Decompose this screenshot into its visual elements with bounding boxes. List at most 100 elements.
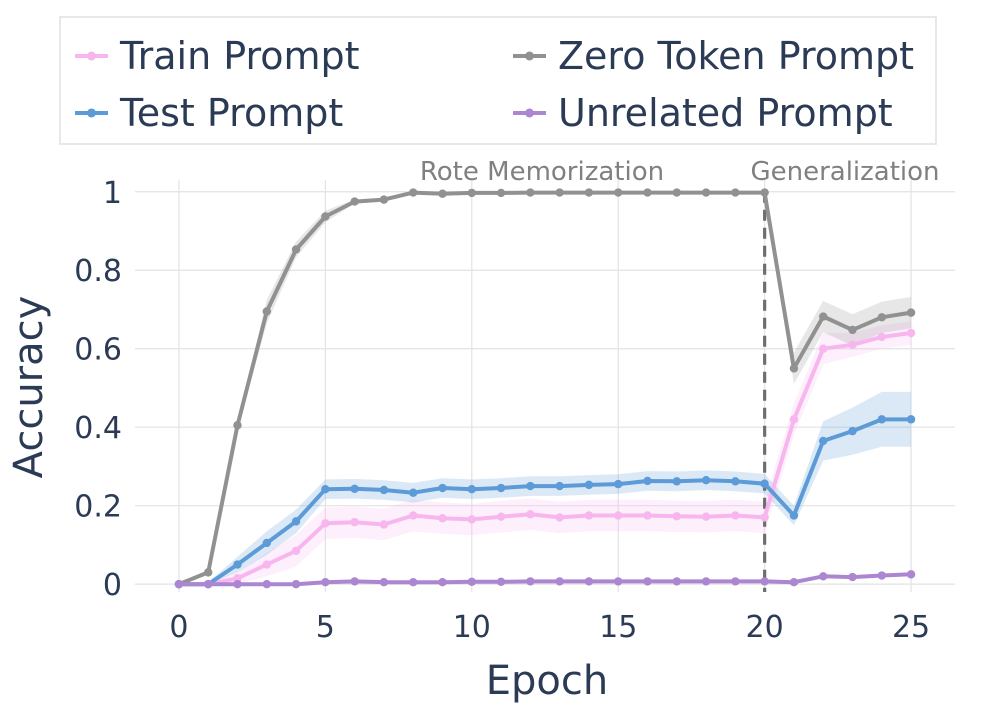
unrelated-prompt-point — [672, 577, 681, 586]
unrelated-prompt-point — [731, 577, 740, 586]
unrelated-prompt-point — [496, 577, 506, 586]
test-prompt-point — [906, 415, 916, 424]
x-tick-label: 10 — [453, 610, 491, 645]
test-prompt-line — [176, 417, 914, 587]
zero-token-prompt-point — [701, 188, 711, 197]
train-prompt-point — [409, 511, 418, 520]
test-prompt-point — [643, 476, 652, 486]
test-prompt-point — [321, 484, 330, 494]
unrelated-prompt-point — [204, 579, 213, 589]
test-prompt-point — [233, 560, 242, 569]
zero-token-prompt-point — [877, 313, 886, 322]
train-prompt-point — [262, 560, 271, 569]
train-prompt-point — [379, 520, 389, 529]
legend-label-test-prompt: Test Prompt — [119, 91, 343, 135]
x-tick-label: 5 — [316, 610, 335, 645]
unrelated-prompt-point — [262, 579, 271, 589]
zero-token-prompt-point — [848, 325, 857, 335]
zero-token-prompt-point — [291, 245, 301, 254]
test-prompt-point — [467, 484, 476, 494]
y-tick-label: 0.6 — [74, 333, 122, 368]
test-prompt-point — [848, 426, 857, 436]
train-prompt-point — [760, 513, 769, 522]
legend-marker-unrelated-prompt — [525, 108, 534, 118]
legend: Train Prompt Test Prompt Zero Token Prompt… — [59, 16, 937, 145]
unrelated-prompt-point — [614, 577, 623, 586]
legend-marker-train-prompt — [87, 51, 96, 61]
zero-token-prompt-point — [584, 188, 594, 197]
zero-token-prompt-point — [321, 212, 330, 221]
zero-token-prompt-point — [789, 364, 799, 373]
train-prompt-point — [877, 332, 886, 342]
test-prompt-point — [877, 415, 886, 424]
x-tick-label: 15 — [599, 610, 637, 645]
train-prompt-point — [848, 340, 857, 349]
legend-marker-zero-token-prompt — [525, 51, 534, 61]
zero-token-prompt-point — [526, 188, 535, 197]
y-tick-label: 0.8 — [74, 254, 122, 289]
y-tick-label: 0.2 — [74, 490, 122, 525]
zero-token-prompt-point — [731, 188, 740, 197]
zero-token-prompt-point — [350, 197, 359, 206]
zero-token-prompt-point — [379, 195, 389, 204]
zero-token-prompt-point — [819, 312, 828, 321]
train-prompt-point — [233, 574, 242, 583]
train-prompt-point — [701, 512, 711, 521]
unrelated-prompt-point — [350, 577, 359, 586]
unrelated-prompt-point — [819, 572, 828, 581]
unrelated-prompt-point — [291, 579, 301, 589]
unrelated-prompt-point — [906, 570, 916, 579]
unrelated-prompt-point — [584, 577, 594, 586]
train-prompt-line — [176, 331, 914, 587]
train-prompt-point — [321, 519, 330, 528]
unrelated-prompt-point — [701, 577, 711, 586]
test-prompt-point — [760, 479, 769, 488]
unrelated-prompt-point — [526, 577, 535, 586]
legend-marker-test-prompt — [87, 108, 96, 118]
train-prompt-point — [789, 415, 799, 424]
zero-token-prompt-line — [176, 190, 914, 587]
train-prompt-point — [291, 546, 301, 555]
test-prompt-point — [438, 483, 447, 493]
series-lines — [176, 190, 914, 587]
test-prompt-point — [614, 479, 623, 489]
x-tick-label: 25 — [892, 610, 930, 645]
y-tick-label: 0.4 — [74, 411, 122, 446]
train-prompt-point — [643, 511, 652, 520]
train-prompt-point — [584, 511, 594, 520]
zero-token-prompt-point — [409, 188, 418, 197]
unrelated-prompt-point — [877, 571, 886, 580]
test-prompt-point — [350, 484, 359, 494]
zero-token-prompt-point — [496, 188, 506, 198]
unrelated-prompt-point — [438, 577, 447, 587]
unrelated-prompt-line — [176, 572, 914, 587]
zero-token-prompt-point — [672, 188, 681, 197]
x-tick-labels: 0 5 10 15 20 25 — [169, 610, 930, 645]
unrelated-prompt-point — [174, 579, 184, 589]
train-prompt-point — [555, 513, 564, 522]
unrelated-prompt-point — [789, 577, 799, 587]
train-prompt-point — [350, 517, 359, 527]
unrelated-prompt-point — [760, 577, 769, 586]
train-prompt-point — [496, 512, 506, 521]
series-points — [174, 188, 916, 589]
test-prompt-point — [789, 511, 799, 520]
y-tick-label: 0 — [103, 568, 122, 603]
unrelated-prompt-point — [233, 579, 242, 589]
test-prompt-point — [409, 488, 418, 497]
train-prompt-point — [526, 510, 535, 519]
test-prompt-point — [526, 481, 535, 491]
unrelated-prompt-point — [555, 577, 564, 586]
unrelated-prompt-point — [409, 577, 418, 587]
train-prompt-point — [819, 344, 828, 353]
zero-token-prompt-point — [906, 308, 916, 317]
phase-label-generalization: Generalization — [750, 157, 939, 187]
legend-label-train-prompt: Train Prompt — [119, 34, 360, 78]
train-prompt-band — [178, 321, 912, 585]
zero-token-prompt-point — [555, 188, 564, 197]
legend-frame — [59, 16, 937, 145]
unrelated-prompt-point — [848, 572, 857, 582]
x-axis-title: Epoch — [486, 658, 608, 704]
test-prompt-point — [701, 475, 711, 485]
